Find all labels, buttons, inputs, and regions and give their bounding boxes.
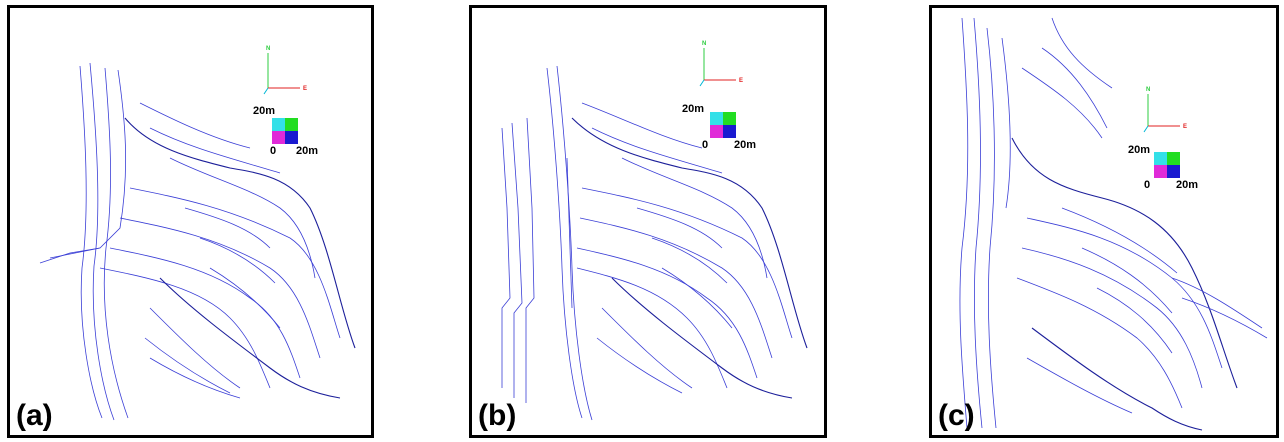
scale-legend: 20m 0 20m bbox=[682, 103, 756, 151]
axis-and-scale: N E 20m 0 20m bbox=[682, 41, 756, 151]
scale-right-label: 20m bbox=[734, 139, 756, 151]
north-label: N bbox=[702, 41, 706, 47]
axis-and-scale: N E 20m 0 20m bbox=[253, 46, 318, 157]
contour-map bbox=[39, 62, 356, 421]
axis-triad: N E bbox=[263, 46, 307, 95]
panel-label: (b) bbox=[478, 399, 517, 432]
contour-lines bbox=[39, 62, 356, 421]
scale-right-label: 20m bbox=[296, 145, 318, 157]
panel-label: (c) bbox=[938, 399, 975, 432]
contour-lines bbox=[501, 65, 808, 421]
contour-map bbox=[501, 65, 808, 421]
scale-top-label: 20m bbox=[1128, 144, 1150, 156]
axis-triad: N E bbox=[699, 41, 743, 87]
east-label: E bbox=[303, 86, 307, 92]
axis-and-scale: N E 20m 0 20m bbox=[1128, 87, 1198, 191]
east-label: E bbox=[739, 78, 743, 84]
panel-b: N E 20m 0 20m (b) bbox=[469, 5, 827, 438]
panel-label: (a) bbox=[16, 399, 53, 432]
contour-map bbox=[959, 17, 1268, 431]
contour-lines bbox=[959, 17, 1268, 431]
axis-triad: N E bbox=[1143, 87, 1187, 133]
panel-a: N E 20m 0 20m (a) bbox=[7, 5, 374, 438]
scale-origin-label: 0 bbox=[702, 139, 708, 151]
scale-right-label: 20m bbox=[1176, 179, 1198, 191]
scale-top-label: 20m bbox=[253, 105, 275, 117]
scale-legend: 20m 0 20m bbox=[253, 105, 318, 157]
north-label: N bbox=[266, 46, 270, 52]
north-label: N bbox=[1146, 87, 1150, 93]
panel-c: N E 20m 0 20m (c) bbox=[929, 5, 1279, 438]
scale-top-label: 20m bbox=[682, 103, 704, 115]
east-label: E bbox=[1183, 124, 1187, 130]
scale-origin-label: 0 bbox=[270, 145, 276, 157]
scale-origin-label: 0 bbox=[1144, 179, 1150, 191]
scale-legend: 20m 0 20m bbox=[1128, 144, 1198, 191]
